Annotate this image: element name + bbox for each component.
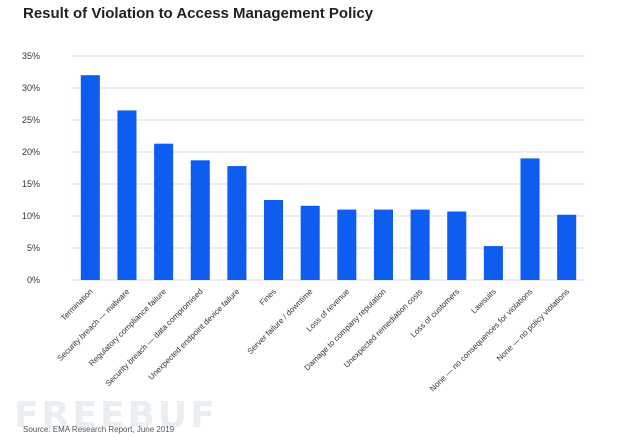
- x-category-label: Regulatory compliance failure: [87, 287, 168, 368]
- x-category-label: Termination: [59, 287, 95, 323]
- y-tick-label: 25%: [22, 115, 40, 125]
- x-category-label: Security breach — malware: [56, 287, 132, 363]
- y-tick-label: 35%: [22, 51, 40, 61]
- chart-title: Result of Violation to Access Management…: [23, 5, 374, 22]
- bar: [117, 110, 137, 281]
- bar: [447, 211, 467, 280]
- y-axis-ticks: 0% 5% 10% 15% 20% 25% 30% 35%: [22, 51, 40, 285]
- x-category-label: Fines: [258, 287, 278, 307]
- bar: [373, 209, 393, 280]
- source-note: Source: EMA Research Report, June 2019: [23, 425, 175, 434]
- bar: [337, 209, 357, 280]
- bar: [300, 205, 320, 280]
- bar: [410, 209, 430, 280]
- x-category-label: None — no policy violations: [495, 287, 571, 363]
- bar: [483, 246, 503, 280]
- x-category-label: Lawsuits: [469, 287, 497, 315]
- y-tick-label: 10%: [22, 211, 40, 221]
- bars: [80, 75, 577, 281]
- x-category-label: Server failure / downtime: [246, 287, 315, 356]
- y-tick-label: 30%: [22, 83, 40, 93]
- grid-lines: [72, 55, 585, 281]
- bar: [557, 214, 577, 280]
- y-tick-label: 5%: [27, 243, 40, 253]
- x-category-label: Unexpected remediation costs: [342, 287, 424, 369]
- bar: [520, 158, 540, 280]
- watermark: FREEBUF: [14, 395, 218, 436]
- bar: [80, 75, 100, 280]
- bar: [154, 143, 174, 280]
- y-tick-label: 15%: [22, 179, 40, 189]
- bar: [190, 160, 210, 280]
- bar: [264, 200, 284, 280]
- bar: [227, 166, 247, 280]
- y-tick-label: 0%: [27, 275, 40, 285]
- y-tick-label: 20%: [22, 147, 40, 157]
